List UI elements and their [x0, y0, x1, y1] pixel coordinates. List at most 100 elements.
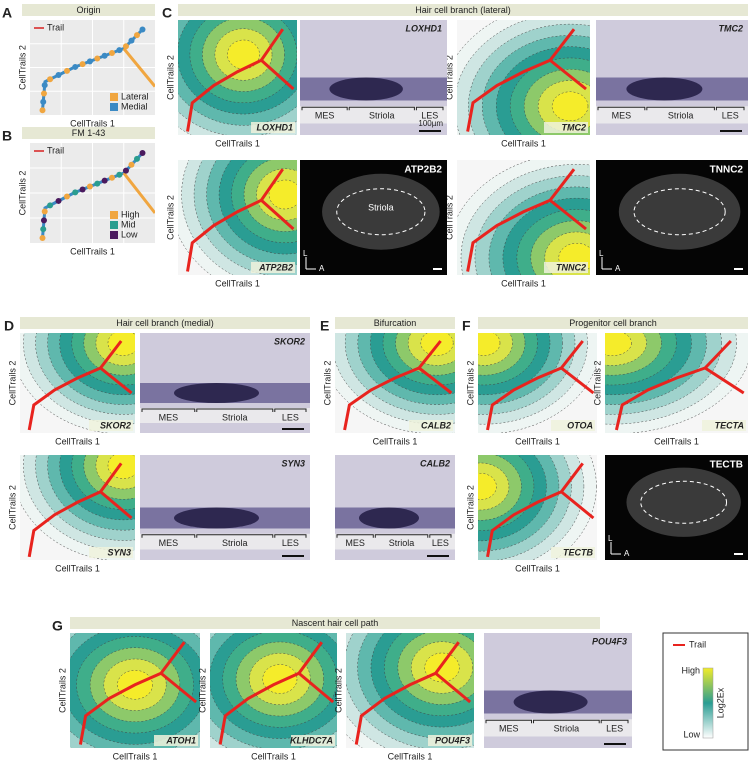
legend-label: Low [121, 229, 138, 239]
region-label: MES [159, 538, 179, 548]
contour [605, 333, 632, 356]
plot [457, 20, 590, 135]
axis-letter: L [608, 534, 613, 543]
region-bracket [301, 106, 348, 111]
region-label: MES [345, 538, 365, 548]
gene-label: TECTB [563, 547, 593, 557]
region-label: LES [282, 538, 299, 548]
striola-outline [640, 480, 728, 524]
gene-box [251, 122, 295, 133]
axis-letter: A [319, 264, 325, 273]
legend-label: High [121, 209, 140, 219]
legend-low: Low [683, 729, 700, 739]
tissue [618, 173, 741, 250]
x-axis-label: CellTrails 1 [373, 436, 418, 446]
region-bracket [533, 719, 600, 724]
trail-node [139, 150, 146, 156]
region-strip [300, 106, 447, 124]
image-label: ATP2B2 [404, 165, 442, 176]
trail [343, 340, 442, 431]
trail-node [47, 76, 54, 83]
trail-node [40, 217, 47, 224]
panel-letter: C [162, 5, 172, 21]
trail [186, 28, 284, 132]
trail-node [94, 180, 101, 187]
image-label: SYN3 [281, 458, 305, 468]
gene-box [251, 262, 295, 273]
region-label: LES [606, 724, 623, 734]
trail-node [116, 171, 123, 178]
region-label: LES [282, 412, 299, 422]
plot [20, 333, 135, 433]
y-axis-label: CellTrails 2 [444, 195, 454, 240]
trail [160, 672, 198, 704]
trail-node [86, 58, 93, 65]
plot [70, 633, 200, 748]
region-label: LES [722, 111, 739, 121]
trail [418, 366, 453, 395]
stain [626, 77, 703, 101]
trail-node [116, 47, 123, 54]
panel-header [22, 127, 155, 139]
contour [478, 333, 501, 356]
gene-box [544, 122, 588, 133]
region-strip [140, 533, 310, 550]
stain [174, 507, 259, 529]
panel-header [22, 4, 155, 16]
trail [466, 168, 576, 272]
region-label: Striola [222, 412, 248, 422]
region-bracket [646, 106, 715, 111]
trail [27, 340, 123, 431]
gene-box [702, 420, 746, 431]
trail-node [79, 61, 86, 68]
legend-swatch [110, 93, 118, 101]
image-label: CALB2 [420, 458, 450, 468]
y-axis-label: CellTrails 2 [17, 45, 27, 90]
panel-letter: F [462, 318, 471, 334]
stain [359, 507, 419, 529]
trail [560, 490, 595, 520]
plot [478, 333, 597, 433]
trail [614, 339, 732, 431]
region-label: Striola [222, 538, 248, 548]
gene-box [154, 735, 198, 746]
image-label: TMC2 [719, 23, 744, 33]
tissue [322, 173, 440, 250]
contour [227, 39, 260, 70]
plot [210, 633, 337, 748]
trail-node [133, 155, 140, 162]
panel-letter: D [4, 318, 14, 334]
gene-label: KLHDC7A [290, 735, 333, 745]
x-axis-label: CellTrails 1 [515, 436, 560, 446]
trail [704, 366, 745, 395]
region-label: Striola [554, 724, 580, 734]
gene-box [551, 547, 595, 558]
legend-scale-label: Log2Ex [715, 687, 725, 718]
trail-node [55, 197, 62, 204]
x-axis-label: CellTrails 1 [654, 436, 699, 446]
legend-swatch [110, 103, 118, 111]
gene-box [291, 735, 335, 746]
region-bracket [415, 106, 444, 111]
region-bracket [374, 534, 429, 538]
panel-letter: E [320, 318, 329, 334]
plot [457, 160, 590, 275]
gene-label: SYN3 [107, 547, 131, 557]
region-label: MES [159, 412, 179, 422]
panel-header [335, 317, 455, 329]
region-bracket [141, 534, 196, 538]
image-label: POU4F3 [592, 636, 627, 646]
legend-swatch [110, 211, 118, 219]
trail [466, 28, 576, 132]
gene-label: TNNC2 [556, 262, 586, 272]
trail-node [47, 202, 54, 209]
trail [549, 59, 587, 91]
region-bracket [141, 408, 196, 412]
trail-node [108, 49, 115, 56]
gene-label: LOXHD1 [256, 122, 293, 132]
gene-box [89, 547, 133, 558]
region-strip [484, 719, 632, 737]
contour [268, 179, 297, 210]
panel-title: Progenitor cell branch [569, 318, 657, 328]
legend-swatch [110, 221, 118, 229]
